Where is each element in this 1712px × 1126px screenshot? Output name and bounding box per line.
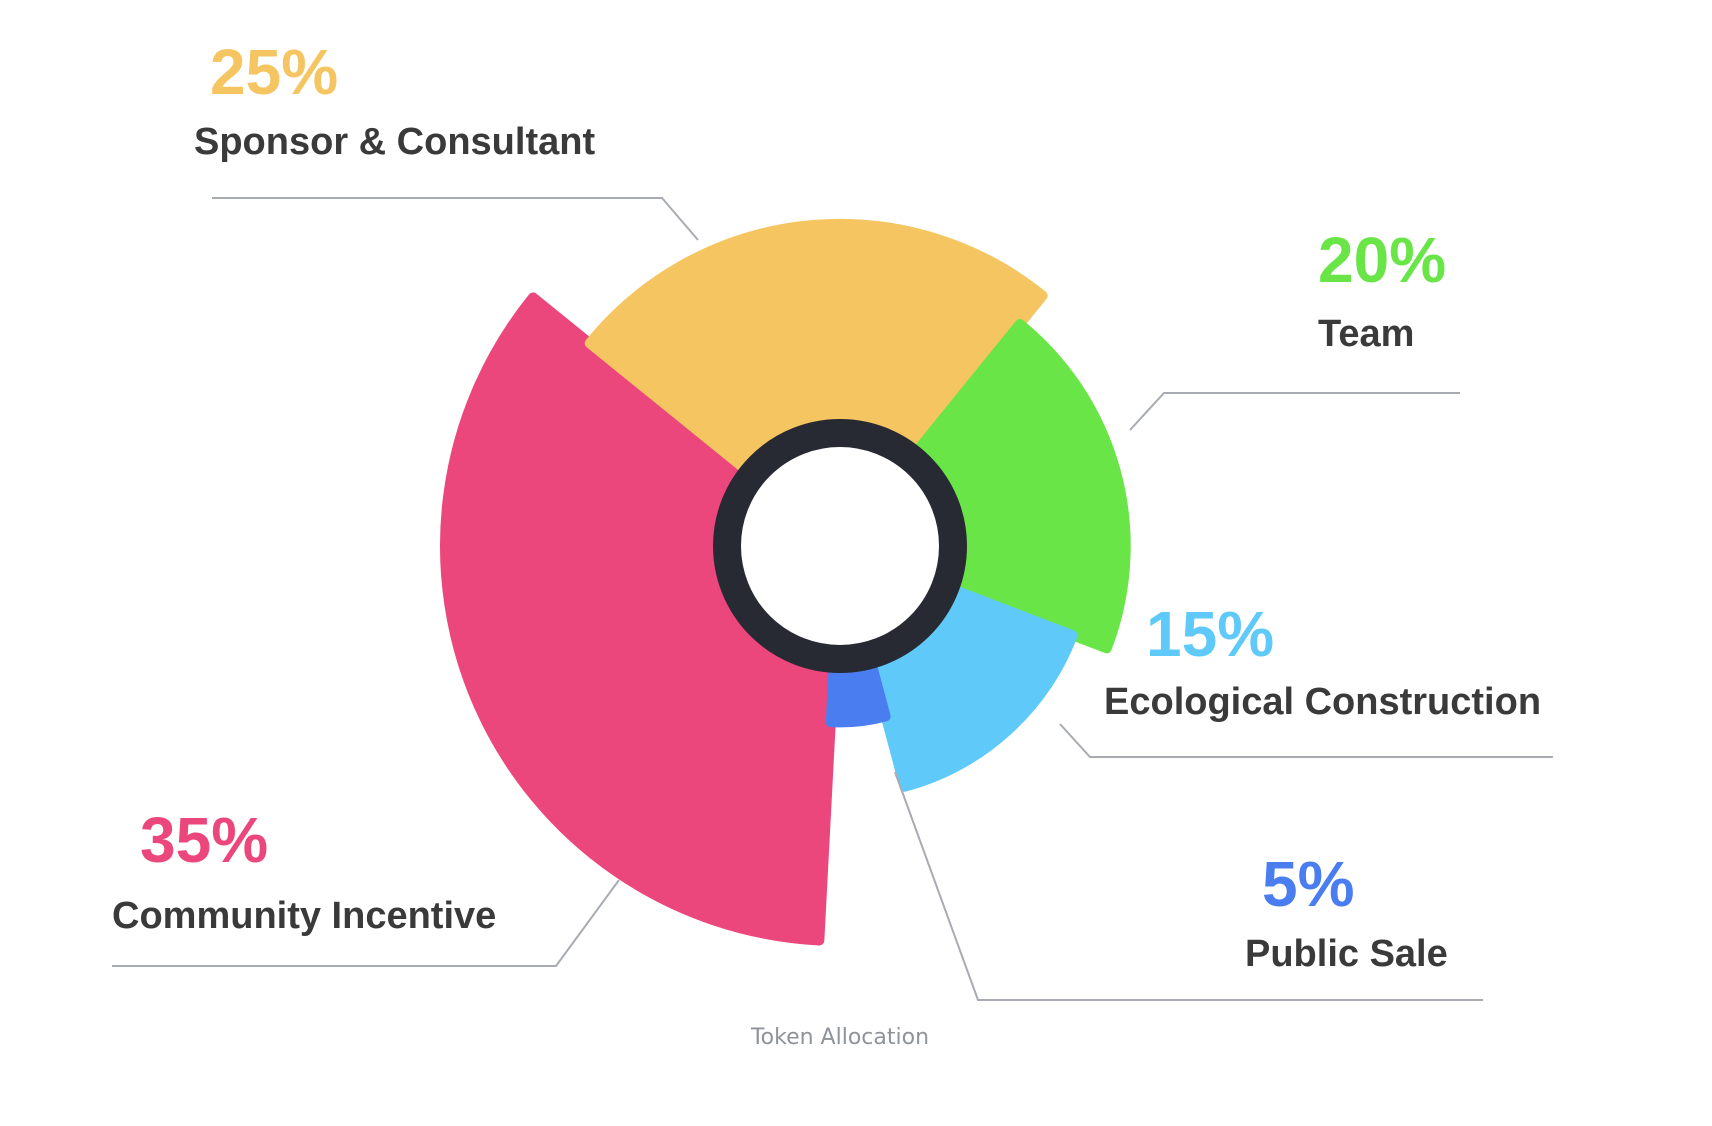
slice-percent-ecological-construction: 15%	[1146, 598, 1274, 670]
center-ring	[713, 419, 967, 673]
slice-label-community-incentive: Community Incentive	[112, 895, 496, 937]
leader-line-ecological-construction	[1059, 723, 1553, 758]
slice-label-ecological-construction: Ecological Construction	[1104, 681, 1541, 723]
leader-line-sponsor-consultant	[212, 197, 699, 241]
slice-label-sponsor-consultant: Sponsor & Consultant	[194, 121, 595, 163]
leader-line-public-sale	[894, 771, 1483, 1001]
slice-percent-sponsor-consultant: 25%	[210, 36, 338, 108]
slice-label-team: Team	[1318, 313, 1414, 355]
leader-line-community-incentive	[112, 879, 620, 967]
slice-percent-community-incentive: 35%	[140, 804, 268, 876]
pie-slice-sponsor-consultant	[584, 218, 1048, 551]
leader-line-team	[1129, 392, 1460, 431]
pie-slice-community-incentive	[440, 292, 845, 946]
slice-percent-team: 20%	[1318, 224, 1446, 296]
slice-percent-public-sale: 5%	[1262, 848, 1355, 920]
slice-label-public-sale: Public Sale	[1245, 933, 1448, 975]
chart-caption: Token Allocation	[750, 1025, 929, 1050]
